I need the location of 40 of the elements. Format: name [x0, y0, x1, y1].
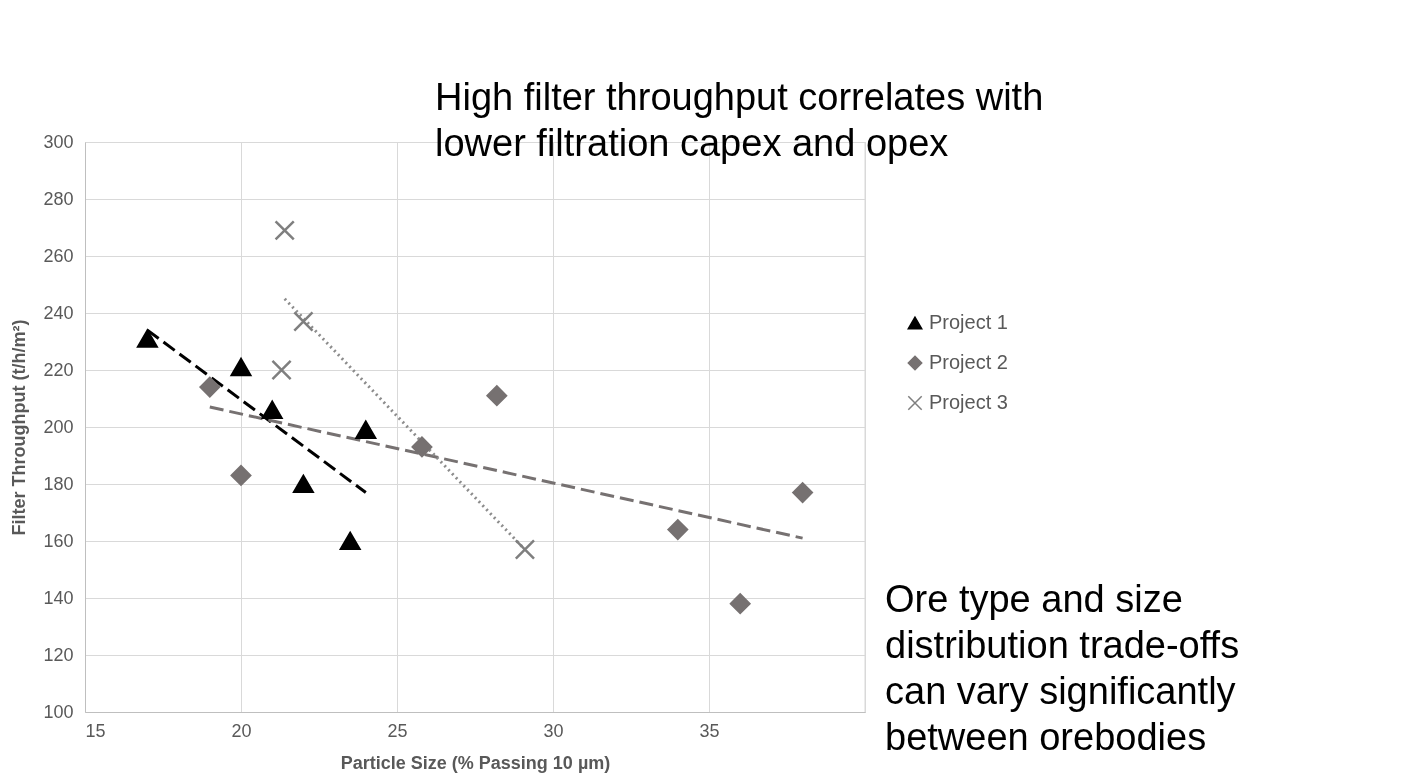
- point: [514, 539, 536, 560]
- point: [271, 359, 292, 381]
- y-tick-label: 220: [43, 359, 74, 380]
- y-tick-label: 300: [43, 131, 74, 152]
- y-tick-label: 280: [43, 188, 74, 209]
- y-tick-label: 260: [43, 245, 74, 266]
- y-tick-label: 120: [43, 644, 74, 665]
- point: [199, 376, 221, 398]
- point: [293, 474, 314, 494]
- y-tick-label: 180: [43, 473, 74, 494]
- annotation: High filter throughput correlates with lower filtration capex and opex: [435, 76, 1044, 164]
- point: [355, 420, 377, 439]
- point: [486, 385, 508, 406]
- x-tick-label: 30: [543, 720, 564, 741]
- point: [274, 220, 296, 241]
- y-axis-title: Filter Throughput (t/h/m²): [9, 319, 30, 536]
- legend-label: Project 3: [929, 391, 1008, 413]
- x-axis-title: Particle Size (% Passing 10 µm): [340, 752, 611, 773]
- legend-label: Project 2: [929, 351, 1008, 373]
- point: [261, 400, 283, 420]
- x-tick-label: 15: [85, 720, 106, 741]
- x-tick-label: 35: [699, 720, 720, 741]
- text: Ore type and size distribution trade-offs can vary significantly between orebodies: [885, 578, 1240, 758]
- y-tick-label: 200: [43, 416, 74, 437]
- legend-label: Project 1: [929, 311, 1008, 333]
- point: [230, 358, 252, 377]
- y-tick-label: 160: [43, 530, 74, 551]
- x-tick-label: 20: [231, 720, 252, 741]
- point: [339, 531, 361, 551]
- x-tick-label: 25: [387, 720, 408, 741]
- point: [792, 482, 813, 503]
- point: [411, 436, 433, 458]
- point: [230, 465, 252, 486]
- point: [293, 311, 314, 332]
- point: [667, 519, 689, 540]
- y-tick-label: 240: [43, 302, 74, 323]
- y-tick-label: 140: [43, 587, 74, 608]
- y-tick-label: 100: [43, 701, 74, 722]
- point: [729, 593, 751, 615]
- point: [137, 329, 158, 348]
